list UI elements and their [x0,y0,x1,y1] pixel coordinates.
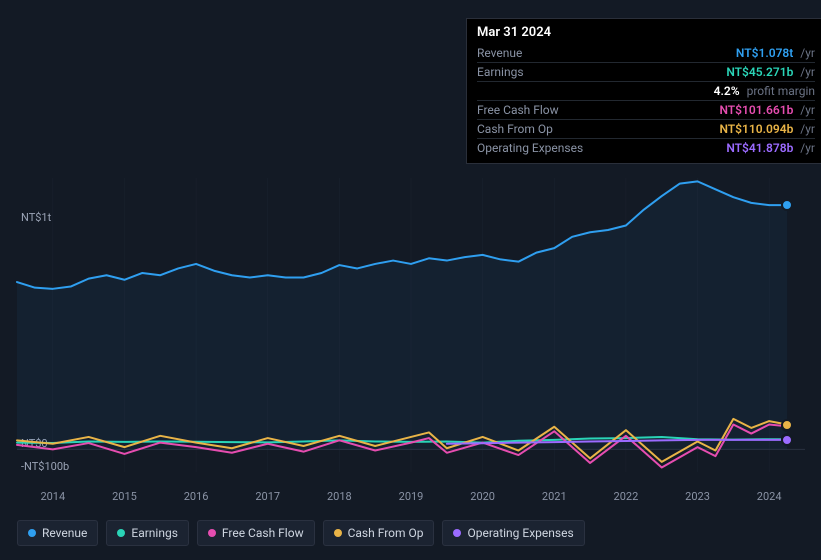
legend-dot-icon [117,529,125,537]
hover-tooltip: Mar 31 2024 RevenueNT$1.078t /yrEarnings… [466,18,821,164]
x-axis-tick: 2018 [327,490,352,503]
x-axis-tick: 2016 [184,490,209,503]
x-axis-tick: 2024 [757,490,782,503]
tooltip-row-unit: /yr [797,122,815,136]
legend-item-operating-expenses[interactable]: Operating Expenses [442,520,584,546]
legend-dot-icon [334,529,342,537]
legend-label: Earnings [131,526,178,540]
tooltip-row: Free Cash Flow NT$101.661b /yr [477,100,815,119]
tooltip-row-unit: profit margin [744,84,815,98]
tooltip-row-label: Cash From Op [477,122,627,136]
x-axis-tick: 2019 [399,490,424,503]
legend-label: Cash From Op [348,526,424,540]
tooltip-row: Operating Expenses NT$41.878b /yr [477,138,815,157]
tooltip-row-value: NT$45.271b [726,65,793,79]
tooltip-row-unit: /yr [797,141,815,155]
tooltip-row-unit: /yr [797,46,815,60]
tooltip-row: Cash From Op NT$110.094b /yr [477,119,815,138]
legend-dot-icon [208,529,216,537]
x-axis-tick: 2023 [685,490,710,503]
series-marker [781,434,793,446]
legend-dot-icon [453,529,461,537]
tooltip-row: 4.2% profit margin [477,81,815,100]
legend: Revenue Earnings Free Cash Flow Cash From O… [17,520,585,546]
tooltip-row-value: NT$41.878b [726,141,793,155]
tooltip-row-label: Free Cash Flow [477,103,627,117]
legend-label: Operating Expenses [467,526,573,540]
tooltip-date: Mar 31 2024 [477,25,815,40]
x-axis-tick: 2022 [614,490,639,503]
tooltip-row-value: NT$110.094b [719,122,793,136]
tooltip-row: Revenue NT$1.078t /yr [477,44,815,62]
legend-label: Free Cash Flow [222,526,304,540]
x-axis-tick: 2014 [40,490,65,503]
x-axis-tick: 2017 [255,490,280,503]
tooltip-row-label: Earnings [477,65,627,79]
tooltip-row-unit: /yr [797,65,815,79]
series-marker [781,199,793,211]
legend-item-free-cash-flow[interactable]: Free Cash Flow [197,520,315,546]
legend-dot-icon [28,529,36,537]
tooltip-row-value: NT$1.078t [736,46,793,60]
x-axis-tick: 2020 [470,490,495,503]
tooltip-row-value: 4.2% [714,84,740,98]
tooltip-row-label: Operating Expenses [477,141,627,155]
legend-item-revenue[interactable]: Revenue [17,520,98,546]
legend-item-earnings[interactable]: Earnings [106,520,189,546]
tooltip-row-value: NT$101.661b [719,103,793,117]
chart-screenshot: NT$1tNT$0-NT$100b 2014201520162017201820… [0,0,821,560]
x-axis-tick: 2015 [112,490,137,503]
x-axis-tick: 2021 [542,490,567,503]
tooltip-row-label: Revenue [477,46,627,60]
legend-label: Revenue [42,526,87,540]
series-marker [781,419,793,431]
legend-item-cash-from-op[interactable]: Cash From Op [323,520,435,546]
tooltip-row: Earnings NT$45.271b /yr [477,62,815,81]
tooltip-row-unit: /yr [797,103,815,117]
